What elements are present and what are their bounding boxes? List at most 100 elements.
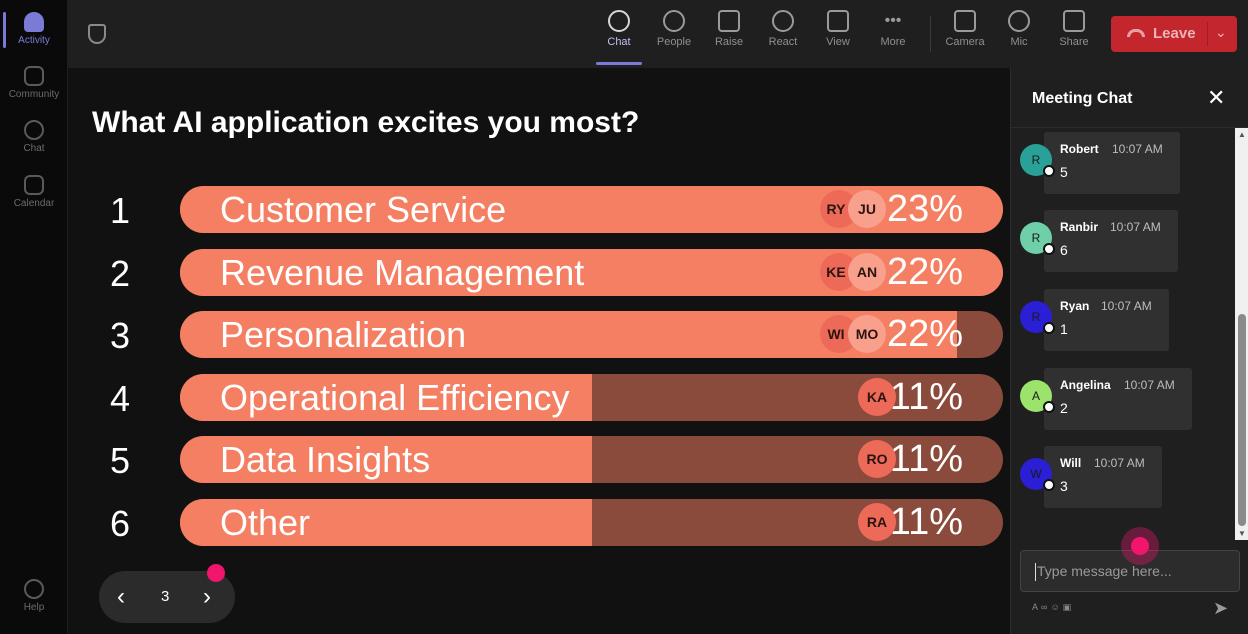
- phone-hangup-icon: [1127, 29, 1145, 37]
- toolbar-raise-button[interactable]: Raise: [701, 10, 757, 48]
- bell-icon: [24, 12, 44, 32]
- option-rank: 5: [109, 440, 131, 482]
- voter-avatar: AN: [848, 252, 886, 291]
- toolbar-view-button[interactable]: View: [810, 10, 866, 48]
- voter-avatar: RA: [858, 503, 896, 541]
- poll-question: What AI application excites you most?: [92, 106, 640, 139]
- voter-avatar: WI: [820, 315, 858, 354]
- format-toolbar[interactable]: A∞☺▣: [1032, 602, 1074, 613]
- scroll-down-arrow-icon[interactable]: ▼: [1238, 529, 1246, 538]
- toolbar-label: Chat: [607, 36, 631, 48]
- poll-option-row: 2 Revenue Management 22% KE AN: [68, 248, 1010, 297]
- rail-item-chat[interactable]: Chat: [0, 120, 68, 154]
- message-sender: Robert: [1060, 142, 1099, 156]
- rail-item-community[interactable]: Community: [0, 66, 68, 100]
- send-icon[interactable]: ➤: [1213, 598, 1229, 618]
- rail-item-calendar[interactable]: Calendar: [0, 175, 68, 209]
- toolbar-react-button[interactable]: React: [755, 10, 811, 48]
- toolbar-mic-button[interactable]: Mic: [991, 10, 1047, 48]
- voter-avatar: RO: [858, 440, 896, 479]
- option-percent: 11%: [889, 375, 963, 418]
- attach-icon[interactable]: ∞: [1041, 602, 1051, 612]
- rail-label: Activity: [18, 35, 50, 46]
- gif-icon[interactable]: ▣: [1062, 602, 1075, 612]
- message-sender: Ryan: [1060, 299, 1090, 313]
- message-bubble: Ranbir 10:07 AM 6: [1044, 210, 1178, 272]
- option-percent: 11%: [889, 501, 963, 543]
- app-rail: Activity Community Chat Calendar Help: [0, 0, 68, 634]
- toolbar-people-button[interactable]: People: [646, 10, 702, 48]
- chevron-down-icon[interactable]: ⌄: [1215, 24, 1227, 40]
- message-time: 10:07 AM: [1094, 456, 1145, 470]
- voter-avatar: KA: [858, 377, 896, 416]
- avatar: R: [1020, 222, 1055, 255]
- avatar: A: [1020, 380, 1055, 413]
- option-result-fill: [180, 436, 592, 484]
- message-text: 3: [1060, 478, 1068, 494]
- mic-icon: [1008, 10, 1030, 32]
- voter-avatar: JU: [848, 190, 886, 228]
- people-icon: [663, 10, 685, 32]
- message-input-placeholder: Type message here...: [1037, 563, 1172, 579]
- message-bubble: Ryan 10:07 AM 1: [1044, 289, 1169, 351]
- message-sender: Ranbir: [1060, 220, 1099, 234]
- option-rank: 3: [109, 315, 131, 357]
- avatar-initial: R: [1031, 231, 1041, 245]
- message-text: 6: [1060, 242, 1068, 258]
- toolbar-more-button[interactable]: ••• More: [865, 10, 921, 48]
- page-number: 3: [161, 588, 170, 605]
- toolbar-chat-button[interactable]: Chat: [591, 10, 647, 48]
- toolbar-label: React: [768, 36, 798, 48]
- active-indicator: [3, 12, 6, 48]
- option-rank: 4: [109, 377, 131, 419]
- shield-icon[interactable]: [88, 24, 106, 44]
- avatar: R: [1020, 301, 1055, 334]
- option-result-fill: [180, 373, 592, 421]
- meeting-chat-panel: Meeting Chat ✕ Robert 10:07 AM 5 R Ranbir 10:…: [1010, 68, 1248, 634]
- toolbar-share-button[interactable]: Share: [1046, 10, 1102, 48]
- message-time: 10:07 AM: [1110, 220, 1161, 234]
- message-time: 10:07 AM: [1124, 378, 1175, 392]
- avatar: W: [1020, 458, 1055, 491]
- option-result-bar: Customer Service 23% RY JU: [180, 186, 1003, 233]
- option-rank: 2: [109, 252, 131, 294]
- scroll-up-arrow-icon[interactable]: ▲: [1238, 130, 1246, 139]
- option-label: Revenue Management: [220, 251, 585, 293]
- avatar: R: [1020, 144, 1055, 177]
- rail-item-help[interactable]: Help: [0, 579, 68, 613]
- voter-avatar: MO: [848, 315, 886, 354]
- chevron-right-icon[interactable]: ›: [203, 583, 211, 610]
- toolbar-label: More: [880, 36, 906, 48]
- chat-icon: [608, 10, 630, 32]
- toolbar-label: Mic: [1010, 36, 1028, 48]
- scrollbar-thumb[interactable]: [1238, 314, 1246, 526]
- presence-status-icon: [1043, 165, 1055, 177]
- option-result-bar: Data Insights 11% RO: [180, 436, 1003, 484]
- chat-scrollbar[interactable]: ▲ ▼: [1235, 128, 1248, 540]
- community-icon: [24, 66, 44, 86]
- option-percent: 22%: [886, 313, 963, 356]
- message-text: 5: [1060, 164, 1068, 180]
- message-time: 10:07 AM: [1112, 142, 1163, 156]
- message-sender: Angelina: [1060, 378, 1111, 392]
- share-icon: [1063, 10, 1085, 32]
- toolbar-camera-button[interactable]: Camera: [937, 10, 993, 48]
- leave-button[interactable]: Leave ⌄: [1111, 16, 1237, 52]
- grid-icon: [827, 10, 849, 32]
- option-result-fill: [180, 499, 592, 546]
- option-percent: 11%: [889, 438, 963, 481]
- presence-status-icon: [1043, 322, 1055, 334]
- rail-item-activity[interactable]: Activity: [0, 12, 68, 46]
- chevron-left-icon[interactable]: ‹: [117, 583, 125, 610]
- close-icon[interactable]: ✕: [1207, 85, 1226, 110]
- chat-tab-underline: [596, 62, 642, 65]
- message-bubble: Angelina 10:07 AM 2: [1044, 368, 1192, 430]
- format-icon[interactable]: A: [1032, 602, 1042, 612]
- notification-dot: [207, 564, 225, 582]
- emoji-icon[interactable]: ☺: [1050, 602, 1063, 612]
- option-percent: 22%: [886, 250, 963, 293]
- message-input[interactable]: Type message here...: [1020, 550, 1240, 592]
- chat-divider: [1011, 127, 1248, 128]
- message-bubble: Will 10:07 AM 3: [1044, 446, 1162, 508]
- chat-title: Meeting Chat: [1032, 90, 1133, 107]
